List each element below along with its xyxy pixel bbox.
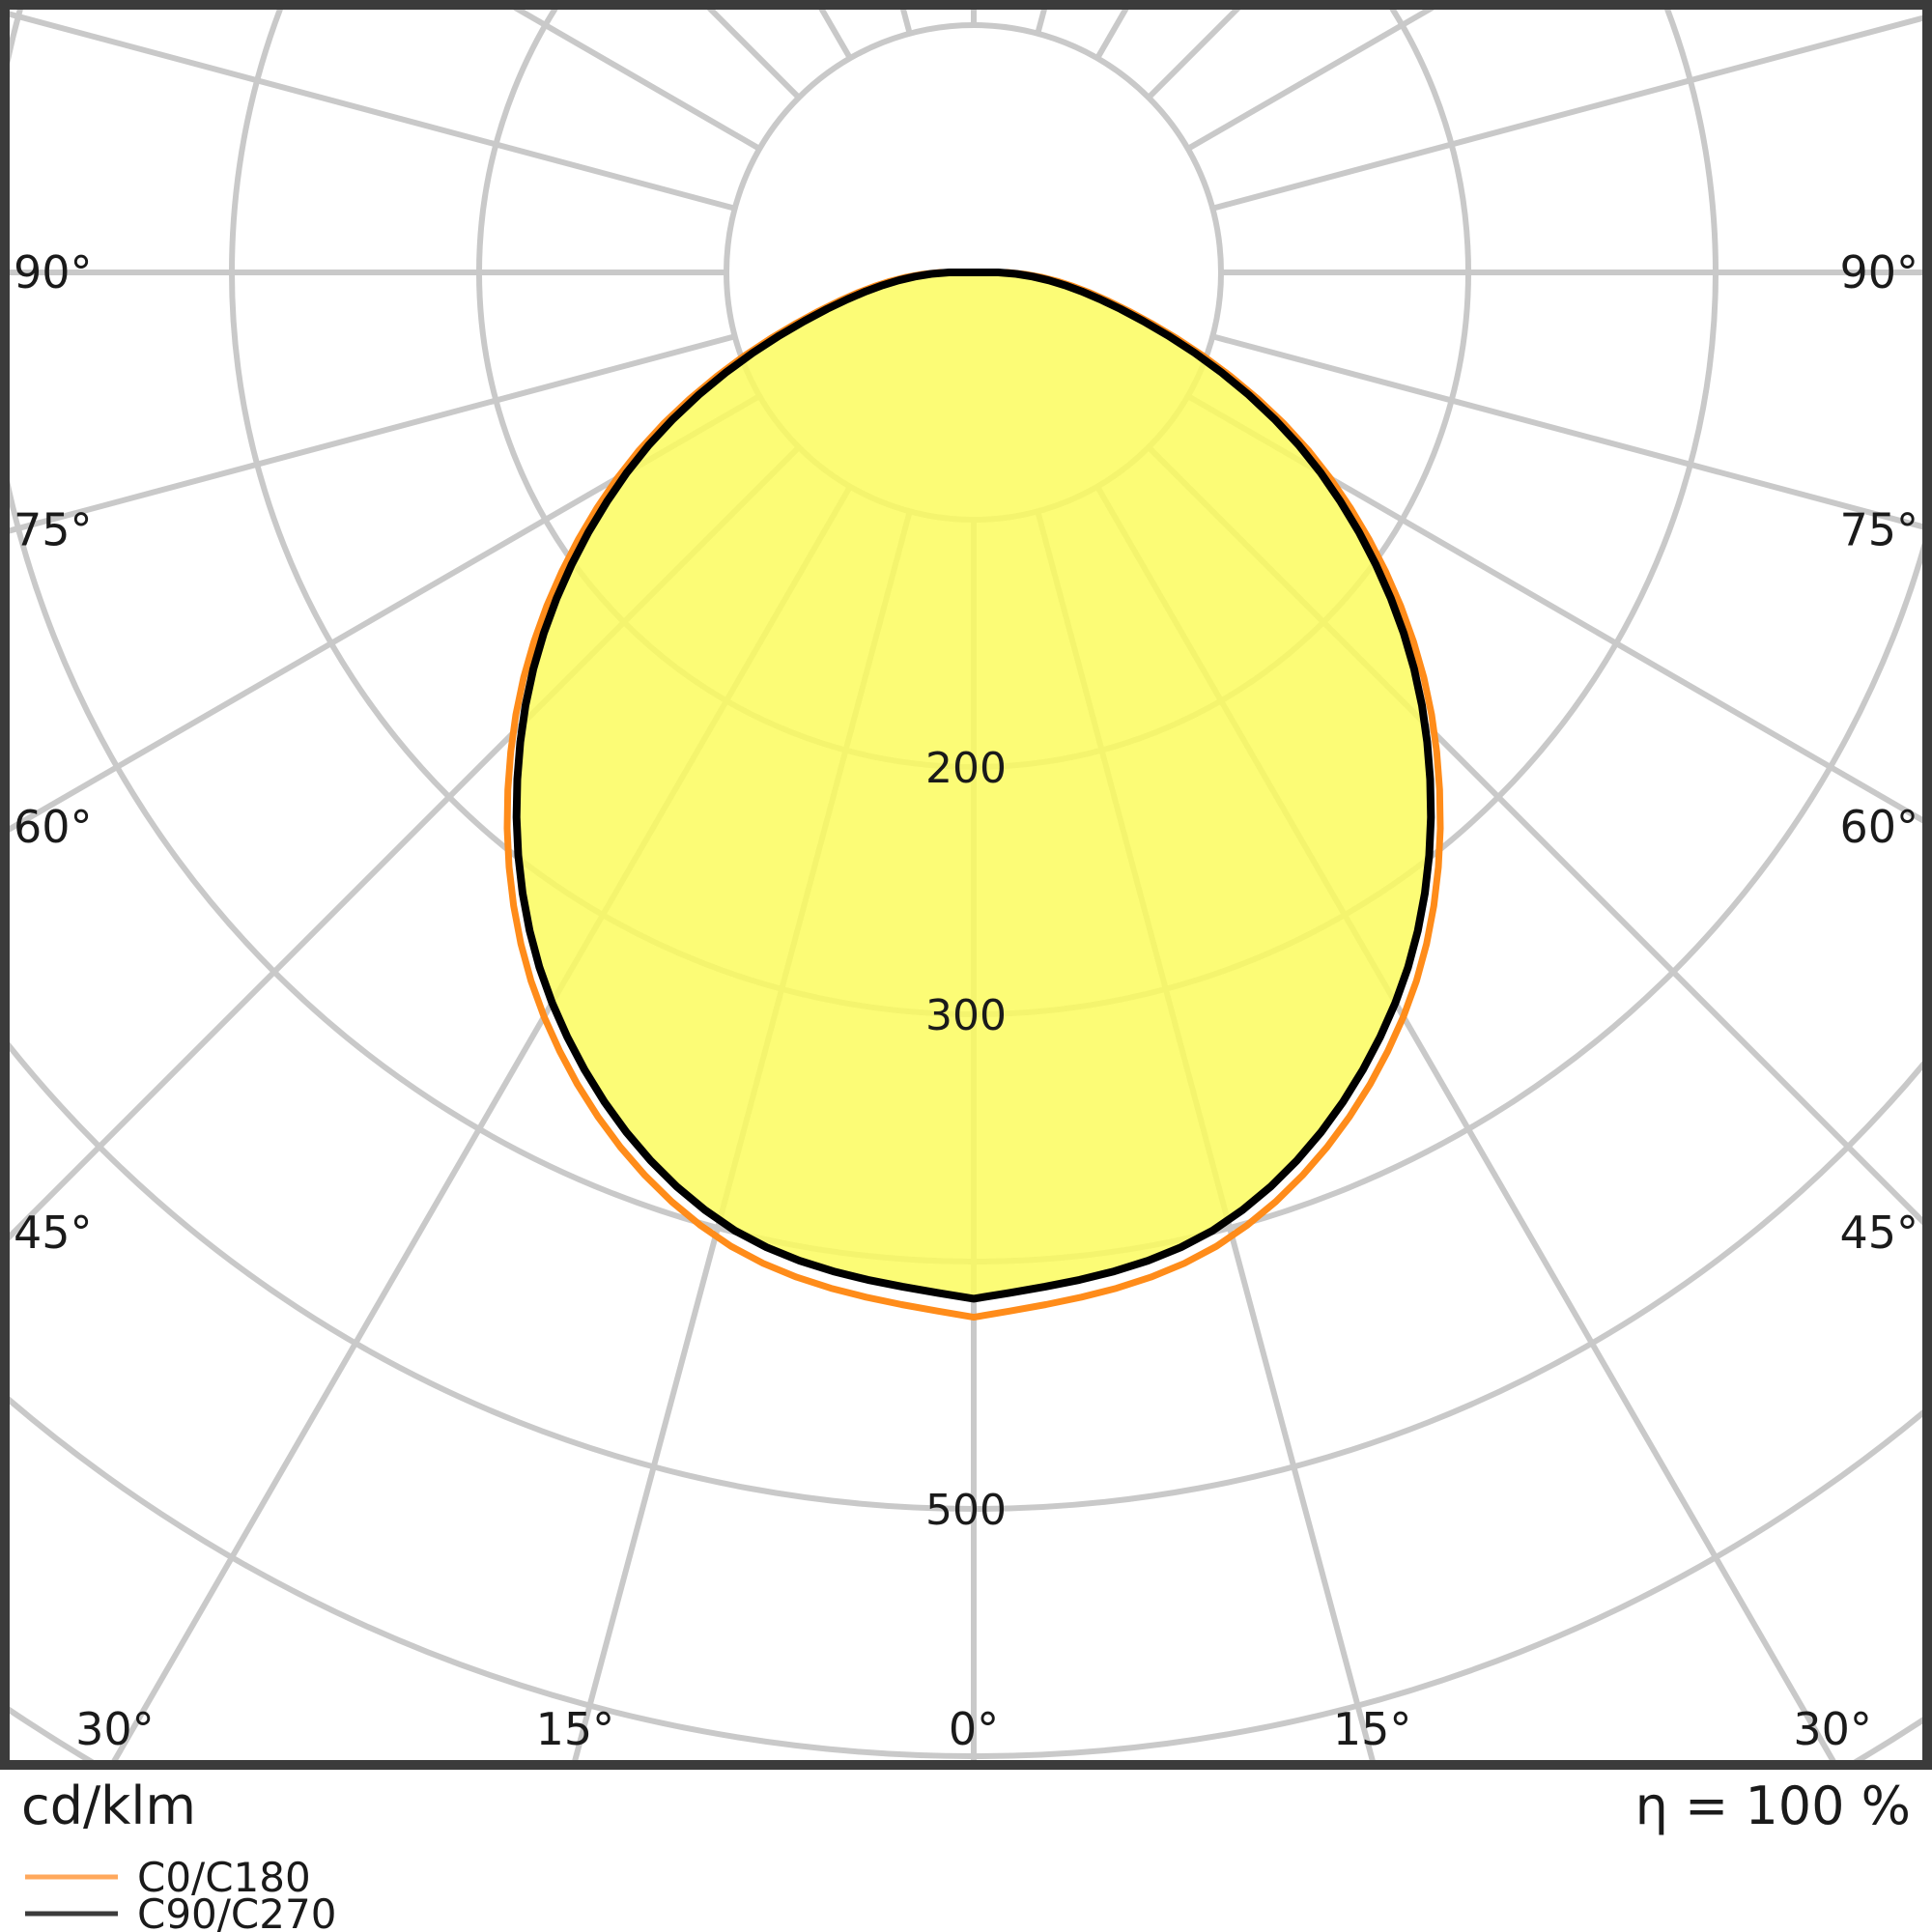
angle-label-bottom-15: 15° <box>1333 1703 1412 1755</box>
radial-tick-500: 500 <box>925 1486 1007 1535</box>
angle-label-right-60: 60° <box>1839 801 1918 853</box>
intensity-curves <box>503 269 1444 1321</box>
angle-label-bottom--15: 15° <box>536 1703 615 1755</box>
angle-label-right-90: 90° <box>1839 246 1918 298</box>
angle-label-bottom--30: 30° <box>75 1703 155 1755</box>
angle-label-bottom-30: 30° <box>1793 1703 1872 1755</box>
legend: C0/C180 C90/C270 <box>25 1854 336 1932</box>
unit-label: cd/klm <box>21 1776 196 1836</box>
angle-labels: 90° 90° 75° 75° 60° 60° 45° 45° 30° 15° 0° 15° 30° <box>14 246 1918 1755</box>
radial-value-labels: 200 300 500 <box>925 744 1007 1535</box>
angle-label-left-90: 90° <box>14 246 93 298</box>
radial-tick-200: 200 <box>925 744 1007 793</box>
angle-label-left-60: 60° <box>14 801 93 853</box>
radial-tick-300: 300 <box>925 991 1007 1040</box>
plot-frame <box>0 0 1932 1770</box>
legend-label-c0-c180: C0/C180 <box>137 1854 311 1901</box>
legend-label-c90-c270: C90/C270 <box>137 1890 336 1932</box>
efficiency-label: η = 100 % <box>1635 1776 1911 1836</box>
angle-label-bottom-0: 0° <box>949 1703 999 1755</box>
angle-label-left-45: 45° <box>14 1207 93 1259</box>
angle-label-left-75: 75° <box>14 503 93 555</box>
angle-label-right-75: 75° <box>1839 503 1918 555</box>
angle-label-right-45: 45° <box>1839 1207 1918 1259</box>
